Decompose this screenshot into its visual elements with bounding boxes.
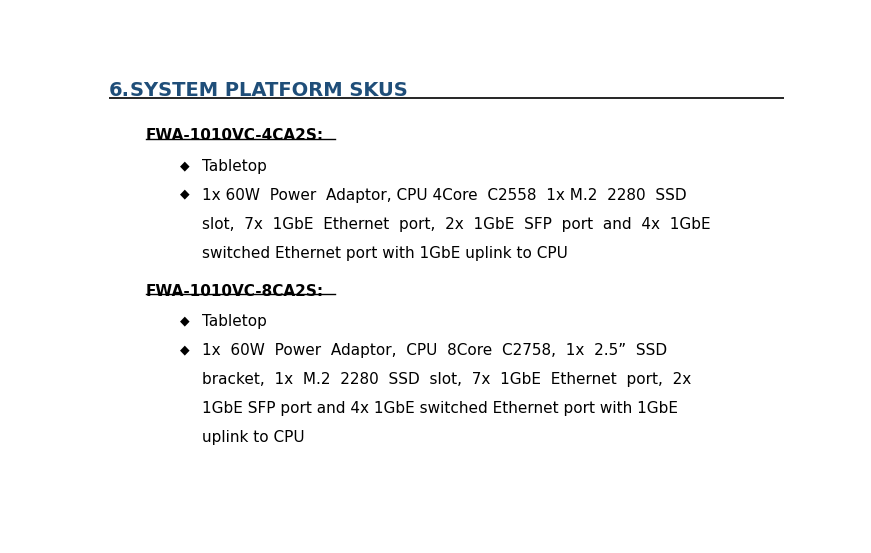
Text: switched Ethernet port with 1GbE uplink to CPU: switched Ethernet port with 1GbE uplink … [202, 246, 568, 260]
Text: bracket,  1x  M.2  2280  SSD  slot,  7x  1GbE  Ethernet  port,  2x: bracket, 1x M.2 2280 SSD slot, 7x 1GbE E… [202, 372, 692, 387]
Text: uplink to CPU: uplink to CPU [202, 430, 305, 445]
Text: Tabletop: Tabletop [202, 314, 267, 329]
Text: Tabletop: Tabletop [202, 159, 267, 174]
Text: slot,  7x  1GbE  Ethernet  port,  2x  1GbE  SFP  port  and  4x  1GbE: slot, 7x 1GbE Ethernet port, 2x 1GbE SFP… [202, 217, 711, 232]
Text: FWA-1010VC-4CA2S:: FWA-1010VC-4CA2S: [146, 128, 324, 143]
Text: SYSTEM PLATFORM SKUS: SYSTEM PLATFORM SKUS [131, 81, 408, 100]
Text: 6.: 6. [109, 81, 130, 100]
Text: ◆: ◆ [179, 314, 189, 327]
Text: 1x  60W  Power  Adaptor,  CPU  8Core  C2758,  1x  2.5”  SSD: 1x 60W Power Adaptor, CPU 8Core C2758, 1… [202, 343, 667, 358]
Text: ◆: ◆ [179, 187, 189, 201]
Text: ◆: ◆ [179, 159, 189, 172]
Text: ◆: ◆ [179, 343, 189, 356]
Text: FWA-1010VC-8CA2S:: FWA-1010VC-8CA2S: [146, 284, 324, 299]
Text: 1x 60W  Power  Adaptor, CPU 4Core  C2558  1x M.2  2280  SSD: 1x 60W Power Adaptor, CPU 4Core C2558 1x… [202, 187, 686, 203]
Text: 1GbE SFP port and 4x 1GbE switched Ethernet port with 1GbE: 1GbE SFP port and 4x 1GbE switched Ether… [202, 401, 678, 416]
